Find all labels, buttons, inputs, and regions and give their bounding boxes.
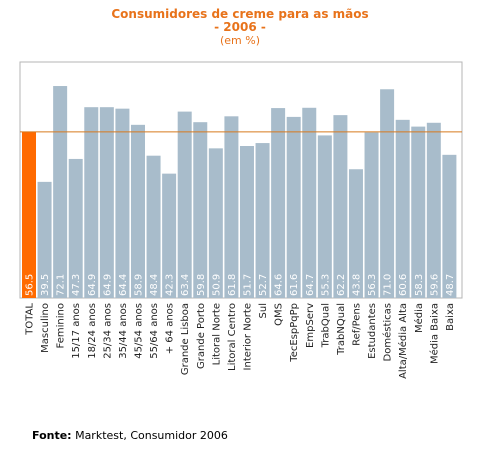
bar-11 (193, 122, 208, 298)
bar-21 (348, 169, 363, 298)
value-label-3: 47.3 (71, 274, 82, 296)
bar-12 (208, 148, 223, 298)
bar-19 (317, 135, 332, 298)
category-label-2: Feminino (56, 303, 67, 348)
value-label-24: 60.6 (398, 274, 409, 296)
category-label-13: Litoral Centro (227, 303, 238, 371)
value-label-27: 48.7 (445, 274, 456, 296)
category-label-8: 55/64 anos (149, 303, 160, 359)
bar-23 (380, 89, 395, 298)
bar-13 (224, 116, 239, 298)
bar-27 (442, 154, 457, 298)
category-label-11: Grande Porto (196, 303, 207, 369)
source-label: Fonte: (32, 429, 72, 442)
bar-16 (271, 108, 286, 298)
value-label-11: 59.8 (196, 274, 207, 296)
value-label-23: 71.0 (383, 274, 394, 296)
bar-3 (68, 158, 83, 298)
bar-7 (130, 124, 145, 298)
value-label-2: 72.1 (56, 274, 67, 296)
category-label-20: TrabNQual (336, 303, 347, 356)
category-label-27: Baixa (445, 303, 456, 331)
bar-24 (395, 119, 410, 298)
category-label-17: TecEspPqPp (289, 303, 300, 363)
bar-5 (99, 107, 114, 298)
bar-18 (302, 107, 317, 298)
value-label-16: 64.6 (274, 274, 285, 296)
value-label-17: 61.6 (289, 274, 300, 296)
category-label-1: Masculino (40, 303, 51, 353)
value-label-25: 58.3 (414, 274, 425, 296)
category-label-16: QMS (274, 303, 285, 326)
category-label-25: Média (413, 303, 425, 333)
bar-2 (53, 86, 68, 298)
category-label-6: 35/44 anos (118, 303, 129, 359)
category-label-26: Média Baixa (428, 303, 440, 364)
value-label-10: 63.4 (180, 274, 191, 296)
bar-1 (37, 181, 52, 298)
bar-8 (146, 155, 161, 298)
source-note: Fonte: Marktest, Consumidor 2006 (32, 429, 228, 442)
bar-17 (286, 116, 301, 299)
category-label-4: 18/24 anos (87, 303, 98, 359)
category-label-0: TOTAL (25, 303, 36, 336)
value-label-6: 64.4 (118, 274, 129, 296)
value-label-18: 64.7 (305, 274, 316, 296)
bar-25 (411, 126, 426, 298)
value-label-7: 58.9 (133, 274, 144, 296)
value-label-0: 56.5 (25, 274, 36, 296)
bar-0 (22, 131, 36, 298)
bar-26 (426, 122, 441, 298)
bar-4 (84, 107, 99, 298)
value-label-5: 64.9 (102, 274, 113, 296)
category-label-24: Alta/Média Alta (397, 303, 409, 379)
value-label-19: 55.3 (320, 274, 331, 296)
category-label-3: 15/17 anos (71, 303, 82, 359)
category-label-18: EmpServ (305, 303, 316, 348)
category-label-22: Estudantes (367, 303, 378, 359)
bar-6 (115, 108, 130, 298)
value-label-13: 61.8 (227, 274, 238, 296)
value-label-15: 52.7 (258, 274, 269, 296)
value-label-26: 59.6 (429, 274, 440, 296)
value-label-20: 62.2 (336, 274, 347, 296)
value-label-1: 39.5 (40, 274, 51, 296)
bar-10 (177, 111, 192, 298)
category-label-9: + 64 anos (165, 303, 176, 354)
value-label-8: 48.4 (149, 274, 160, 296)
category-label-19: TrabQual (320, 303, 331, 348)
chart-title-block: Consumidores de creme para as mãos - 200… (0, 7, 480, 48)
value-label-12: 50.9 (211, 274, 222, 296)
category-label-5: 25/34 anos (102, 303, 113, 359)
bar-22 (364, 132, 379, 298)
category-label-10: Grande Lisboa (180, 303, 191, 375)
bar-9 (162, 173, 177, 298)
bar-14 (239, 146, 254, 298)
value-label-9: 42.3 (165, 274, 176, 296)
category-label-12: Litoral Norte (211, 303, 222, 365)
value-label-4: 64.9 (87, 274, 98, 296)
category-label-7: 45/54 anos (133, 303, 144, 359)
category-label-23: Domésticas (382, 303, 394, 361)
bar-20 (333, 115, 348, 298)
value-label-14: 51.7 (242, 274, 253, 296)
chart-subtitle: - 2006 - (214, 20, 266, 34)
value-label-22: 56.3 (367, 274, 378, 296)
bar-15 (255, 143, 270, 298)
source-text: Marktest, Consumidor 2006 (75, 429, 228, 442)
category-label-21: Ref/Pens (351, 303, 362, 346)
chart-unit: (em %) (219, 34, 260, 47)
category-label-15: Sul (258, 303, 269, 318)
chart-title: Consumidores de creme para as mãos (111, 7, 369, 21)
value-label-21: 43.8 (351, 274, 362, 296)
category-label-14: Interior Norte (242, 303, 253, 370)
